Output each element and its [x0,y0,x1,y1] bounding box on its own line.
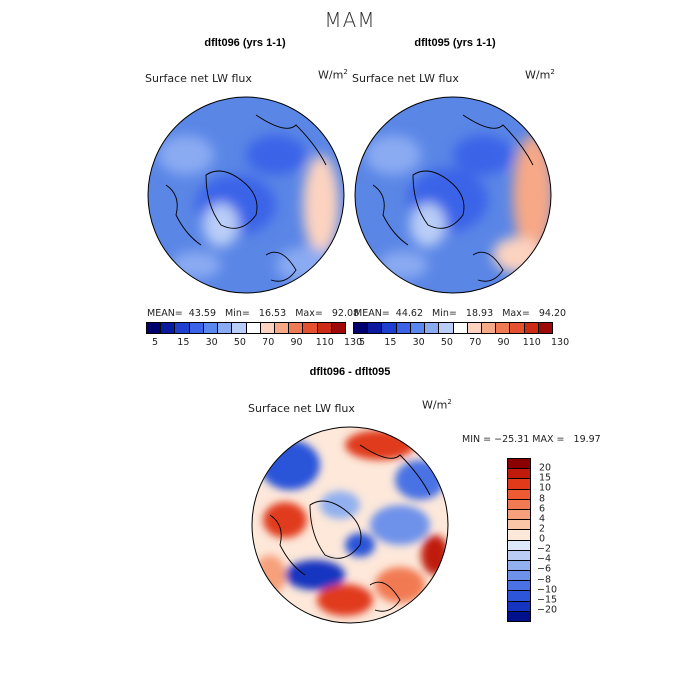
panel-1-colorbar-ticks: 5 15 30 50 70 90 110 130 [146,337,362,349]
colorbar-swatch [508,499,530,510]
colorbar-tick-label: 15 [384,337,397,348]
diff-panel-map [251,426,449,624]
colorbar-swatch [508,520,530,531]
colorbar-swatch [508,560,530,572]
colorbar-swatch [425,323,440,333]
colorbar-swatch [331,323,346,333]
colorbar-tick-label: 15 [177,337,190,348]
colorbar-tick-label: 15 [539,472,552,484]
colorbar-tick-label: 50 [440,337,453,348]
colorbar-swatch [203,323,219,333]
colorbar-swatch [524,323,539,333]
panel-1-variable: Surface net LW flux [145,72,252,85]
colorbar-tick-label: 130 [550,337,570,348]
colorbar-tick-label: 4 [539,513,546,525]
colorbar-swatch [467,323,482,333]
colorbar-swatch [175,323,190,333]
diff-colorbar-ticks: 20 15 10 8 6 4 2 0 −2 −4 −6 −8 −10 −15 −20 [537,458,577,620]
colorbar-swatch [453,323,468,333]
colorbar-tick-label: 30 [412,337,425,348]
colorbar-swatch [538,323,553,333]
panel-1-map [147,96,345,294]
colorbar-swatch [508,459,530,470]
colorbar-swatch [289,323,304,333]
colorbar-tick-label: 5 [152,337,159,348]
colorbar-tick-label: 8 [539,493,546,504]
panel-1-colorbar [146,322,346,334]
colorbar-swatch [396,323,411,333]
colorbar-swatch [218,323,233,333]
diff-colorbar [507,458,531,622]
colorbar-swatch [508,591,530,602]
colorbar-tick-label: 70 [469,337,482,348]
diff-panel-units: W/m2 [422,398,452,412]
colorbar-tick-label: 90 [290,337,303,348]
diff-panel-variable: Surface net LW flux [248,402,355,415]
colorbar-tick-label: −15 [537,594,558,606]
colorbar-tick-label: −4 [537,553,552,565]
colorbar-tick-label: 10 [539,482,552,494]
panel-2-variable: Surface net LW flux [352,72,459,85]
colorbar-swatch [508,540,530,551]
colorbar-tick-label: 20 [539,462,552,474]
colorbar-tick-label: 6 [539,503,546,515]
colorbar-swatch [510,323,525,333]
colorbar-swatch [508,509,530,521]
colorbar-tick-label: 130 [343,337,363,348]
panel-2-map [354,96,552,294]
colorbar-swatch [189,323,204,333]
colorbar-swatch [246,323,261,333]
colorbar-swatch [508,581,530,592]
colorbar-tick-label: 2 [539,523,546,535]
diff-panel-title: dflt096 - dflt095 [309,366,391,378]
panel-2-colorbar [353,322,553,334]
colorbar-tick-label: −2 [537,543,552,555]
colorbar-swatch [274,323,290,333]
colorbar-tick-label: 110 [522,337,541,348]
colorbar-tick-label: 30 [205,337,218,348]
colorbar-swatch [317,323,332,333]
colorbar-swatch [481,323,497,333]
panel-1-units: W/m2 [318,68,348,82]
panel-1-stats: MEAN= 43.59 Min= 16.53 Max= 92.08 [147,308,360,319]
colorbar-tick-label: 90 [497,337,510,348]
panel-2-units: W/m2 [525,68,555,82]
panel-2-title: dflt095 (yrs 1-1) [414,37,496,49]
colorbar-swatch [368,323,383,333]
colorbar-swatch [382,323,397,333]
panel-1-title: dflt096 (yrs 1-1) [204,37,286,49]
colorbar-swatch [508,611,530,621]
colorbar-tick-label: 50 [233,337,246,348]
colorbar-swatch [508,469,530,480]
colorbar-tick-label: 70 [262,337,275,348]
colorbar-swatch [303,323,318,333]
colorbar-swatch [354,323,369,333]
colorbar-tick-label: 110 [315,337,334,348]
panel-2-stats: MEAN= 44.62 Min= 18.93 Max= 94.20 [354,308,567,319]
colorbar-tick-label: 0 [539,533,546,545]
colorbar-swatch [508,530,530,541]
colorbar-swatch [508,601,530,612]
colorbar-swatch [410,323,426,333]
colorbar-swatch [508,571,530,582]
colorbar-swatch [439,323,454,333]
colorbar-swatch [260,323,275,333]
colorbar-swatch [508,479,530,490]
colorbar-tick-label: −6 [537,563,552,575]
figure-title: MAM [324,8,376,32]
colorbar-tick-label: −8 [537,574,552,585]
colorbar-swatch [147,323,162,333]
colorbar-swatch [508,489,530,500]
diff-panel-stats: MIN = −25.31 MAX = 19.97 [462,434,601,445]
panel-2-colorbar-ticks: 5 15 30 50 70 90 110 130 [353,337,569,349]
colorbar-swatch [161,323,176,333]
colorbar-tick-label: −20 [537,604,558,616]
colorbar-tick-label: 5 [359,337,366,348]
colorbar-tick-label: −10 [537,584,558,596]
colorbar-swatch [232,323,247,333]
colorbar-swatch [496,323,511,333]
colorbar-swatch [508,550,530,561]
